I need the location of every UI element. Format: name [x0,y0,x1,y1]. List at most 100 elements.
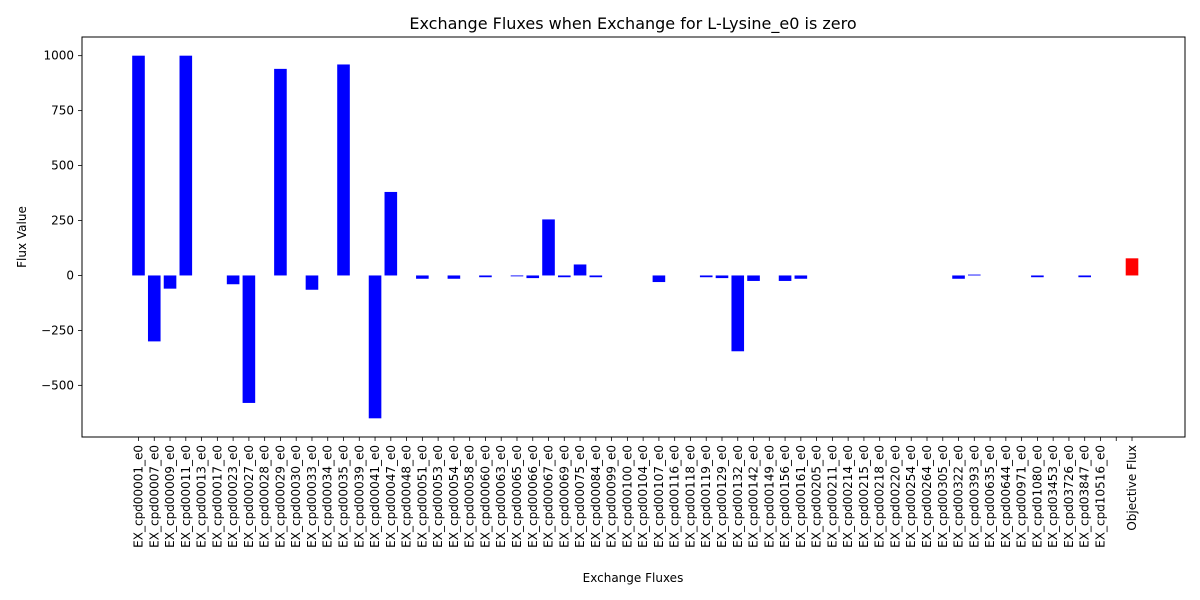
x-tick-label: EX_cpd03847_e0 [1078,445,1092,548]
x-tick-label: EX_cpd00084_e0 [589,445,603,548]
x-tick-label: EX_cpd00028_e0 [258,445,272,548]
x-tick-label: EX_cpd00035_e0 [337,445,351,548]
x-tick-label: EX_cpd00107_e0 [652,445,666,548]
x-tick-label: EX_cpd00264_e0 [920,445,934,548]
x-tick-label: EX_cpd00058_e0 [463,445,477,548]
bar [368,275,382,419]
bar [747,275,760,281]
x-tick-label: EX_cpd00142_e0 [747,445,761,548]
bar [1125,258,1139,276]
x-tick-label: EX_cpd00104_e0 [636,445,650,548]
x-tick-label: EX_cpd00009_e0 [163,445,177,548]
y-tick-label: 1000 [43,49,74,63]
x-tick-label: EX_cpd03726_e0 [1062,445,1076,548]
x-tick-label: EX_cpd00215_e0 [857,445,871,548]
x-tick-label: Objective Flux [1125,445,1139,531]
x-tick-label: EX_cpd00066_e0 [526,445,540,548]
bar [226,275,240,285]
bar [1078,275,1091,278]
x-tick-label: EX_cpd10516_e0 [1093,445,1107,548]
x-axis-title: Exchange Fluxes [583,571,684,585]
x-tick-label: EX_cpd00060_e0 [478,445,492,548]
x-tick-label: EX_cpd00322_e0 [952,445,966,548]
bar [526,275,540,279]
x-tick-label: EX_cpd00971_e0 [1015,445,1029,548]
x-tick-label: EX_cpd00218_e0 [873,445,887,548]
x-tick-label: EX_cpd00100_e0 [620,445,634,548]
x-tick-label: EX_cpd00211_e0 [825,445,839,548]
bar [447,275,461,279]
x-tick-label: EX_cpd00161_e0 [794,445,808,548]
x-tick-label: EX_cpd00063_e0 [494,445,508,548]
x-tick-label: EX_cpd00007_e0 [147,445,161,548]
x-tick-label: EX_cpd00048_e0 [400,445,414,548]
bar [731,275,745,352]
bar [778,275,792,281]
x-tick-label: EX_cpd00051_e0 [415,445,429,548]
y-tick-label: −250 [41,323,74,337]
x-tick-label: EX_cpd00053_e0 [431,445,445,548]
bar [163,275,177,289]
y-axis: −500 −250 0 250 500 750 1000 [41,49,82,392]
bar [557,275,571,278]
x-tick-label: EX_cpd00129_e0 [715,445,729,548]
y-tick-label: −500 [41,378,74,392]
bar [147,275,161,342]
bar [179,55,193,276]
x-tick-label: EX_cpd00214_e0 [841,445,855,548]
bar [337,64,350,276]
x-tick-label: EX_cpd00065_e0 [510,445,524,548]
bar [1031,275,1044,278]
x-tick-label: EX_cpd00033_e0 [305,445,319,548]
bar [416,275,429,279]
bar [132,55,145,276]
x-tick-label: EX_cpd00029_e0 [273,445,287,548]
y-tick-label: 750 [51,104,74,118]
x-tick-label: EX_cpd00069_e0 [557,445,571,548]
chart-title: Exchange Fluxes when Exchange for L-Lysi… [409,14,856,34]
bar [794,275,808,279]
x-tick-label: EX_cpd00011_e0 [179,445,193,548]
x-tick-label: EX_cpd00013_e0 [195,445,209,548]
bar [242,275,256,403]
y-tick-label: 500 [51,159,74,173]
x-tick-label: EX_cpd00034_e0 [321,445,335,548]
y-tick-label: 0 [66,268,74,282]
bar [715,275,729,279]
bar [305,275,319,290]
x-tick-label: EX_cpd00132_e0 [731,445,745,548]
x-tick-label: EX_cpd00149_e0 [762,445,776,548]
x-tick-label: EX_cpd01080_e0 [1030,445,1044,548]
bar [573,264,587,276]
bar [699,275,713,278]
bar [510,275,524,277]
x-tick-label: EX_cpd00119_e0 [699,445,713,548]
bar [479,275,492,278]
x-tick-label: EX_cpd00220_e0 [888,445,902,548]
x-tick-label: EX_cpd00635_e0 [983,445,997,548]
bar [542,219,555,276]
bar [274,68,287,276]
x-tick-label: EX_cpd00644_e0 [999,445,1013,548]
x-tick-label: EX_cpd03453_e0 [1046,445,1060,548]
bar [652,275,666,283]
bar [589,275,603,278]
x-tick-label: EX_cpd00067_e0 [542,445,556,548]
y-axis-title: Flux Value [15,206,29,268]
x-tick-label: EX_cpd00075_e0 [573,445,587,548]
x-tick-label: EX_cpd00118_e0 [683,445,697,548]
y-tick-label: 250 [51,214,74,228]
x-tick-label: EX_cpd00305_e0 [936,445,950,548]
x-tick-label: EX_cpd00393_e0 [967,445,981,548]
x-tick-label: EX_cpd00023_e0 [226,445,240,548]
x-tick-label: EX_cpd00205_e0 [810,445,824,548]
x-tick-label: EX_cpd00017_e0 [210,445,224,548]
x-tick-label: EX_cpd00027_e0 [242,445,256,548]
bar [384,191,398,276]
x-tick-label: EX_cpd00039_e0 [352,445,366,548]
x-tick-label: EX_cpd00001_e0 [132,445,146,548]
bars-group [132,55,1139,419]
x-tick-label: EX_cpd00047_e0 [384,445,398,548]
plot-frame [81,36,1186,438]
x-tick-label: EX_cpd00041_e0 [368,445,382,548]
